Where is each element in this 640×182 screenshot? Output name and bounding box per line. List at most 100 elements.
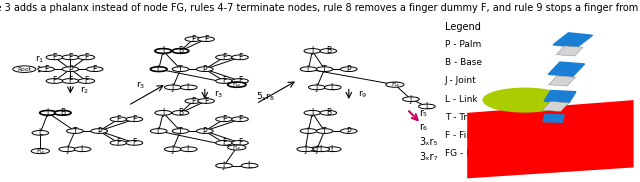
Circle shape (340, 67, 357, 72)
Circle shape (78, 55, 95, 60)
Text: F: F (222, 53, 226, 62)
Text: P: P (202, 65, 207, 74)
Text: r$_3$: r$_3$ (136, 80, 145, 91)
Circle shape (232, 55, 248, 60)
Circle shape (320, 110, 337, 115)
Circle shape (155, 110, 172, 115)
Text: r₅: r₅ (419, 108, 427, 118)
Text: F: F (132, 138, 136, 147)
Text: r₆: r₆ (419, 122, 427, 132)
Bar (543, 114, 564, 122)
Circle shape (164, 147, 181, 152)
Text: FG: FG (391, 82, 399, 87)
Text: r$_1$: r$_1$ (35, 53, 44, 65)
Text: T: T (72, 126, 77, 136)
Text: J: J (47, 108, 49, 117)
Circle shape (185, 37, 202, 41)
Text: FG - Finger Growth: FG - Finger Growth (445, 149, 529, 158)
Text: Legend: Legend (445, 22, 481, 32)
Polygon shape (467, 100, 634, 178)
Circle shape (196, 129, 213, 133)
Circle shape (228, 82, 246, 87)
Text: F: F (116, 138, 120, 147)
Text: B - Base: B - Base (445, 58, 482, 67)
Text: J: J (162, 46, 164, 56)
Text: F: F (238, 76, 242, 86)
Bar (544, 90, 576, 102)
Text: B: B (178, 46, 183, 56)
Circle shape (172, 129, 189, 133)
Circle shape (198, 37, 214, 41)
Circle shape (172, 49, 189, 53)
Circle shape (54, 110, 71, 115)
Circle shape (316, 67, 333, 72)
Text: J: J (316, 83, 318, 92)
Text: T: T (322, 65, 327, 74)
Text: F: F (44, 65, 48, 74)
Circle shape (172, 67, 189, 72)
Circle shape (340, 129, 357, 133)
Text: F: F (238, 53, 242, 62)
Circle shape (216, 117, 232, 122)
Circle shape (300, 129, 317, 133)
Text: FG: FG (36, 149, 44, 154)
Text: F: F (238, 115, 242, 124)
Text: J: J (172, 83, 174, 92)
Text: J: J (311, 46, 314, 56)
Circle shape (180, 147, 197, 152)
Text: J: J (66, 145, 68, 154)
Circle shape (62, 67, 79, 72)
Text: F: F (116, 115, 120, 124)
Text: L: L (425, 102, 429, 111)
Text: J: J (304, 145, 307, 154)
Text: J - Joint: J - Joint (445, 76, 477, 85)
Circle shape (198, 99, 214, 103)
Bar (548, 62, 584, 76)
Text: L: L (319, 145, 323, 154)
Circle shape (232, 141, 248, 145)
Circle shape (228, 145, 246, 150)
Text: P: P (346, 65, 351, 74)
Circle shape (78, 79, 95, 83)
Circle shape (74, 147, 91, 152)
Circle shape (483, 88, 566, 112)
Text: F: F (84, 53, 88, 62)
Circle shape (324, 147, 341, 152)
Bar (542, 101, 569, 112)
Circle shape (126, 117, 143, 122)
Circle shape (308, 147, 325, 152)
Text: T - Transformation: T - Transformation (445, 113, 527, 122)
Circle shape (32, 130, 49, 135)
Circle shape (232, 117, 248, 122)
Circle shape (59, 147, 76, 152)
Circle shape (31, 149, 49, 154)
Text: F: F (52, 76, 56, 86)
Circle shape (67, 129, 83, 133)
Text: F: F (93, 65, 97, 74)
Circle shape (46, 55, 63, 60)
Circle shape (150, 67, 167, 72)
Text: r$_2$: r$_2$ (80, 84, 89, 96)
Circle shape (241, 163, 258, 168)
Circle shape (126, 141, 143, 145)
Text: J: J (162, 108, 164, 117)
Text: r$_9$: r$_9$ (358, 88, 368, 100)
Text: F: F (68, 53, 72, 62)
Text: 3ₓr₅: 3ₓr₅ (419, 137, 438, 147)
Text: F: F (204, 35, 208, 44)
Text: F: F (204, 96, 208, 106)
Circle shape (185, 99, 202, 103)
Circle shape (324, 85, 341, 90)
Text: Root: Root (17, 67, 31, 72)
Text: P: P (97, 126, 102, 136)
Text: P - Palm: P - Palm (445, 40, 481, 49)
Circle shape (419, 104, 435, 109)
Text: J: J (172, 145, 174, 154)
Circle shape (180, 85, 197, 90)
Circle shape (40, 110, 56, 115)
Circle shape (304, 49, 321, 53)
Circle shape (110, 141, 127, 145)
Circle shape (164, 85, 181, 90)
Text: B: B (326, 46, 331, 56)
Circle shape (320, 49, 337, 53)
